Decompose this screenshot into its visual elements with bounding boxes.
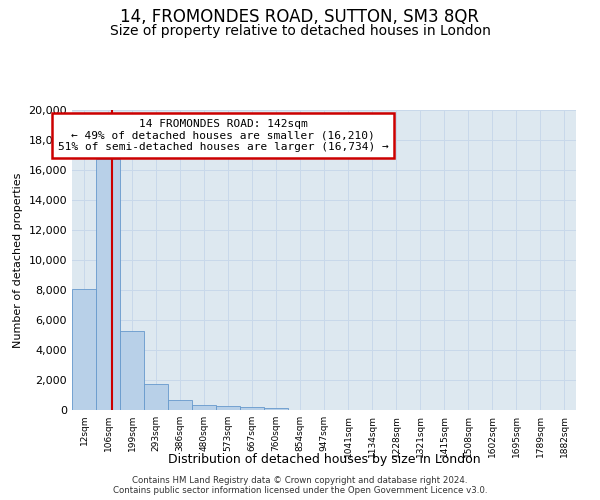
Bar (168, 400, 192, 410)
Text: Distribution of detached houses by size in London: Distribution of detached houses by size … (167, 452, 481, 466)
Text: Contains HM Land Registry data © Crown copyright and database right 2024.
Contai: Contains HM Land Registry data © Crown c… (113, 476, 487, 495)
Bar (96, 160, 120, 410)
Bar (240, 407, 264, 410)
Bar (120, 330, 144, 410)
Text: Size of property relative to detached houses in London: Size of property relative to detached ho… (110, 24, 490, 38)
Text: 14, FROMONDES ROAD, SUTTON, SM3 8QR: 14, FROMONDES ROAD, SUTTON, SM3 8QR (121, 8, 479, 26)
Bar (72, 288, 96, 410)
Bar (216, 406, 240, 410)
Bar (192, 405, 216, 410)
Y-axis label: Number of detached properties: Number of detached properties (13, 172, 23, 348)
Text: 14 FROMONDES ROAD: 142sqm
← 49% of detached houses are smaller (16,210)
51% of s: 14 FROMONDES ROAD: 142sqm ← 49% of detac… (58, 119, 389, 152)
Bar (144, 384, 168, 410)
Bar (264, 408, 288, 410)
